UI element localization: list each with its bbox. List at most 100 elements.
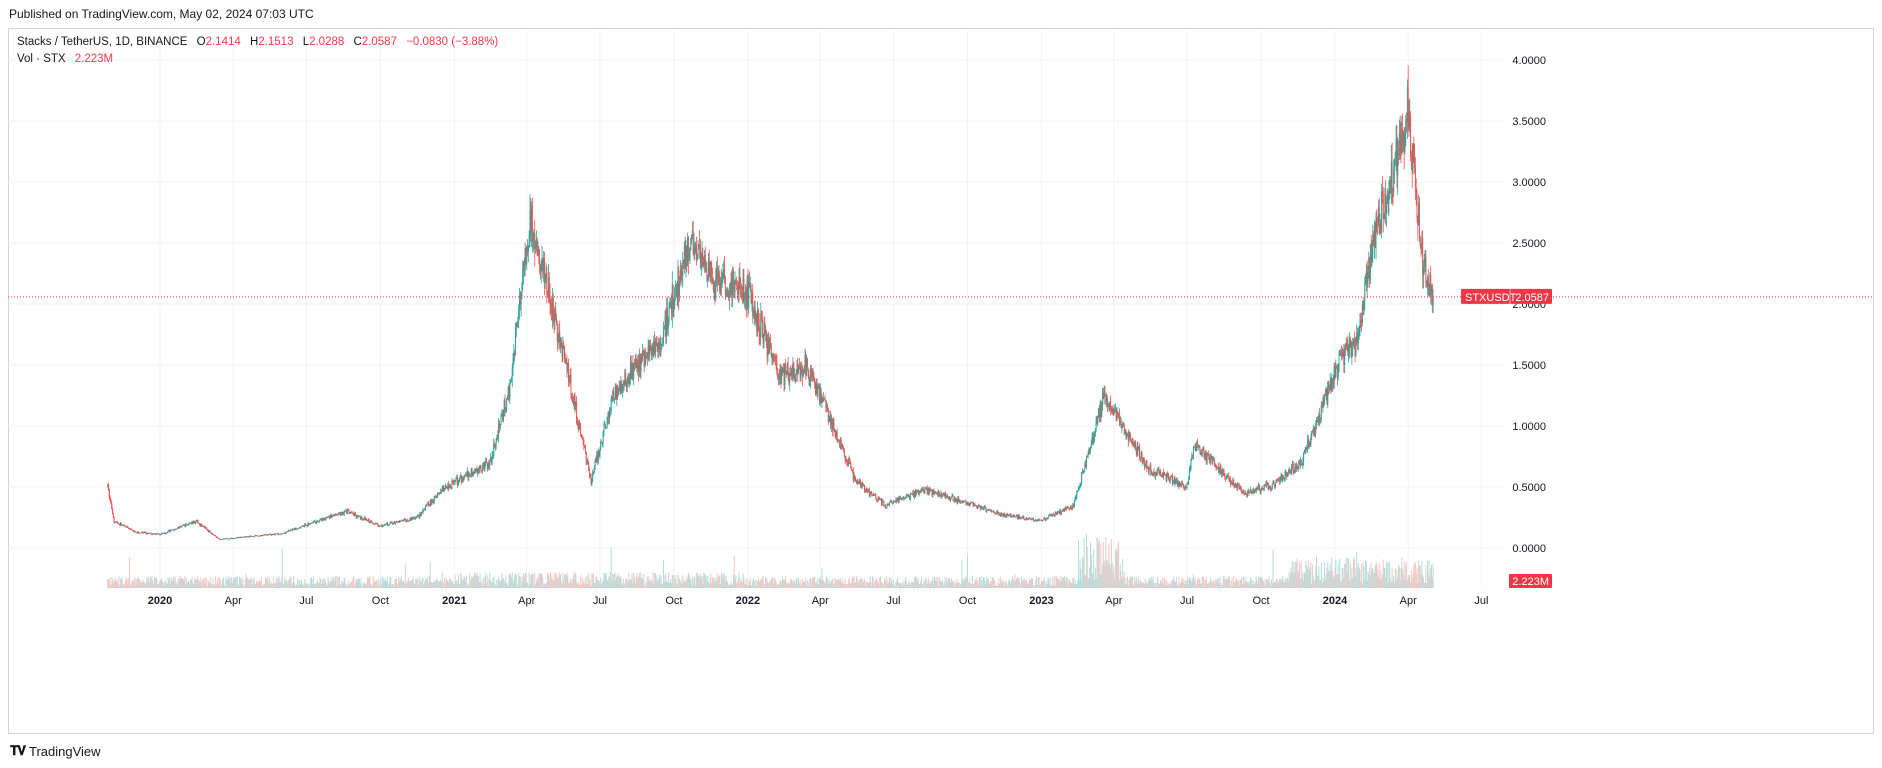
volume-bar <box>1267 581 1269 588</box>
volume-bar <box>626 580 628 588</box>
volume-bar <box>1060 576 1062 588</box>
volume-bar <box>145 579 147 588</box>
candle-body <box>979 505 981 510</box>
candle-body <box>1085 464 1087 467</box>
candle-body <box>960 501 962 503</box>
candle-body <box>1150 466 1152 475</box>
volume-bar <box>1432 563 1434 588</box>
volume-bar <box>1004 582 1006 588</box>
candle-body <box>247 536 249 538</box>
candle-body <box>774 360 776 364</box>
volume-bar <box>503 579 505 588</box>
candle-body <box>921 489 923 491</box>
candle-body <box>648 345 650 355</box>
candle-body <box>1007 513 1009 516</box>
candle-body <box>989 509 991 511</box>
volume-bar <box>958 582 960 588</box>
candle-body <box>638 354 640 373</box>
volume-bar <box>616 577 618 588</box>
candle-body <box>751 292 753 303</box>
candle-body <box>619 386 621 395</box>
candle-body <box>202 525 204 527</box>
volume-bar <box>304 579 306 588</box>
candle-body <box>262 535 264 537</box>
candle-body <box>180 526 182 528</box>
volume-bar <box>1352 578 1354 588</box>
volume-bar <box>1206 583 1208 588</box>
candle-body <box>434 496 436 498</box>
volume-bar <box>605 575 607 588</box>
volume-bar <box>1273 582 1275 588</box>
volume-bar <box>457 574 459 588</box>
chart-panel[interactable] <box>8 28 1874 734</box>
candle-body <box>1336 366 1338 368</box>
volume-bar <box>930 581 932 588</box>
candle-body <box>1332 378 1334 387</box>
volume-bar <box>619 576 621 588</box>
candle-body <box>278 534 280 536</box>
volume-bar <box>621 584 623 588</box>
volume-bar <box>592 572 594 588</box>
volume-bar <box>552 581 554 588</box>
candle-body <box>1394 159 1396 168</box>
volume-bar <box>1079 558 1081 588</box>
candle-body <box>672 284 674 309</box>
candle-body <box>198 523 200 525</box>
volume-bar <box>835 579 837 588</box>
candle-body <box>1404 132 1406 151</box>
volume-bar <box>634 577 636 588</box>
candle-body <box>1225 476 1227 479</box>
volume-bar <box>843 583 845 588</box>
volume-bar <box>690 579 692 588</box>
volume-bar <box>730 581 732 588</box>
candle-body <box>1299 460 1301 465</box>
candle-body <box>439 492 441 494</box>
candle-body <box>268 533 270 535</box>
candle-body <box>305 525 307 526</box>
candle-body <box>399 520 401 523</box>
candle-body <box>1000 513 1002 517</box>
volume-bar <box>1249 580 1251 588</box>
volume-bar <box>904 584 906 588</box>
volume-bar <box>877 582 879 588</box>
volume-bar <box>661 583 663 588</box>
candle-body <box>241 537 243 538</box>
candle-body <box>991 510 993 512</box>
candle-body <box>961 500 963 502</box>
volume-bar <box>790 578 792 588</box>
candle-body <box>821 397 823 403</box>
candle-body <box>901 498 903 500</box>
volume-bar <box>721 574 723 588</box>
volume-bar <box>315 583 317 588</box>
candle-body <box>160 534 162 536</box>
volume-bar <box>496 585 498 588</box>
volume-bar <box>1223 579 1225 588</box>
candle-body <box>659 342 661 352</box>
candle-body <box>815 382 817 394</box>
volume-bar <box>863 581 865 588</box>
candle-body <box>1402 129 1404 144</box>
candle-body <box>1380 223 1382 233</box>
volume-bar <box>177 584 179 588</box>
volume-bar <box>322 583 324 588</box>
volume-bar <box>447 580 449 588</box>
volume-bar <box>1418 565 1420 588</box>
volume-bar <box>284 581 286 588</box>
volume-bar <box>159 581 161 588</box>
candle-body <box>1299 461 1301 465</box>
volume-bar <box>1286 578 1288 588</box>
candle-body <box>175 528 177 530</box>
volume-bar <box>627 581 629 588</box>
candle-body <box>266 534 268 536</box>
candle-body <box>1129 432 1131 439</box>
volume-bar <box>238 585 240 588</box>
volume-bar <box>1104 565 1106 588</box>
volume-bar <box>683 581 685 588</box>
candle-body <box>1361 304 1363 323</box>
candle-body <box>569 374 571 383</box>
volume-bar <box>634 582 636 588</box>
volume-bar <box>858 581 860 588</box>
volume-bar <box>1402 574 1404 588</box>
candle-body <box>1159 470 1161 476</box>
